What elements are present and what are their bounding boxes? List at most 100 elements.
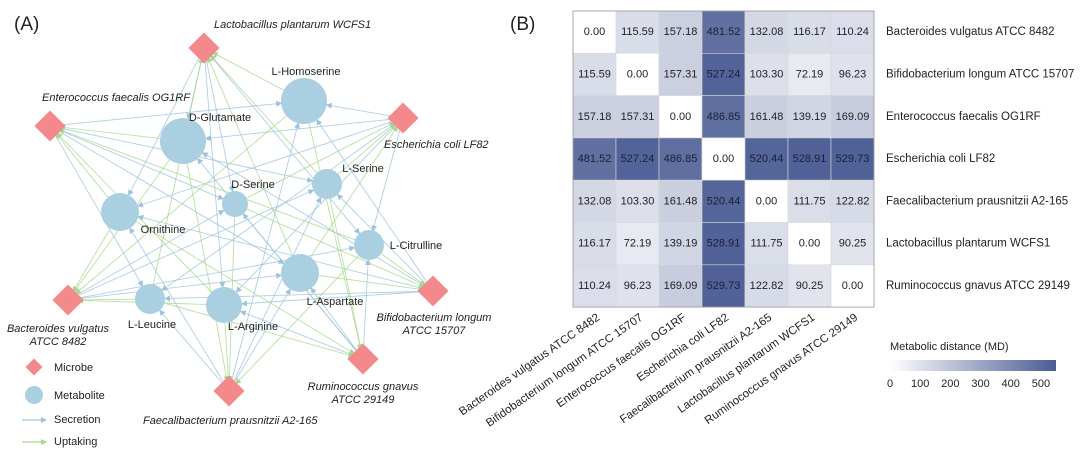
panel-a-label: (A) [14, 14, 39, 35]
row-label-enterococcus-faecalis-og1rf: Enterococcus faecalis OG1RF [886, 111, 1041, 123]
heatmap-cell [744, 137, 789, 181]
uptaking-edge [58, 124, 161, 139]
heatmap-cell [615, 222, 660, 266]
heatmap: 0.00 115.59 157.18 481.52 132.08 116.17 110.24… [572, 10, 875, 308]
secretion-edge [76, 210, 225, 296]
microbe-node-bacteroides-vulgatus-atcc-8482 [52, 284, 84, 316]
heatmap-cell-value: 528.91 [793, 153, 827, 165]
colorbar-title: Metabolic distance (MD) [890, 341, 1009, 353]
heatmap-cell-value: 72.19 [624, 238, 652, 250]
heatmap-cell-value: 103.30 [750, 68, 784, 80]
secretion-edge [137, 214, 424, 290]
secretion-edge [205, 57, 235, 193]
secretion-edge [159, 309, 223, 384]
legend-metabolite-swatch [25, 386, 43, 404]
heatmap-cell-value: 96.23 [839, 68, 867, 80]
heatmap-cell-value: 527.24 [621, 153, 655, 165]
microbe-label-lactobacillus-plantarum-wcfs1: Lactobacillus plantarum WCFS1 [214, 19, 371, 31]
microbe-label-line: ATCC 8482 [29, 336, 87, 348]
metabolite-node-l-aspartate [281, 254, 319, 292]
metabolite-node-l-serine [312, 169, 342, 199]
heatmap-cell [787, 137, 832, 181]
uptaking-edge [380, 253, 426, 286]
row-label-bifidobacterium-longum-atcc-15707: Bifidobacterium longum ATCC 15707 [886, 68, 1074, 80]
heatmap-cell-value: 157.18 [664, 26, 698, 38]
heatmap-cell [787, 52, 832, 96]
metabolite-label-d-glutamate: D-Glutamate [189, 112, 251, 124]
uptaking-edge [310, 125, 399, 258]
metabolite-label-l-arginine: L-Arginine [228, 321, 278, 333]
heatmap-cell-value: 139.19 [664, 238, 698, 250]
metabolite-node-l-citrulline [354, 230, 384, 260]
col-label-bifidobacterium-longum-atcc-15707: Bifidobacterium longum ATCC 15707 [484, 312, 645, 430]
heatmap-cell-value: 0.00 [713, 153, 734, 165]
network-nodes: L-Homoserine D-Glutamate D-Serine L-Serine O… [7, 19, 492, 427]
microbe-node-escherichia-coli-lf82 [387, 102, 419, 134]
uptaking-edge [55, 133, 109, 198]
metabolite-label-l-aspartate: L-Aspartate [307, 296, 364, 308]
heatmap-border [572, 10, 875, 308]
heatmap-cell-value: 111.75 [793, 195, 825, 207]
panel-b-label: (B) [510, 14, 535, 35]
legend-microbe-swatch [25, 358, 43, 376]
uptaking-edge [186, 163, 230, 383]
secretion-edge [77, 272, 283, 300]
heatmap-cell-value: 110.24 [578, 280, 611, 292]
heatmap-cell-value: 122.82 [836, 195, 870, 207]
secretion-edge [210, 55, 361, 235]
metabolite-node-l-homoserine [281, 78, 327, 124]
heatmap-cell [744, 10, 789, 54]
uptaking-edge [77, 296, 136, 303]
microbe-label-line: Ruminococcus gnavus [308, 381, 419, 393]
heatmap-cell [658, 95, 703, 139]
heatmap-cell-value: 115.59 [621, 26, 654, 38]
uptaking-edge [235, 255, 359, 385]
secretion-edge [59, 129, 224, 200]
metabolite-node-l-leucine [135, 284, 165, 314]
secretion-edge [325, 102, 394, 117]
heatmap-cell-value: 111.75 [750, 238, 782, 250]
microbe-label-line: Bacteroides vulgatus [7, 323, 110, 335]
secretion-edge [76, 189, 315, 297]
heatmap-cell [572, 222, 617, 266]
colorbar-ticks: 0 100 200 300 400 500 [887, 378, 1050, 390]
row-label-ruminococcus-gnavus-atcc-29149: Ruminococcus gnavus ATCC 29149 [886, 280, 1070, 292]
heatmap-cell [744, 264, 789, 308]
microbe-node-bifidobacterium-longum-atcc-15707 [417, 275, 449, 307]
metabolite-label-l-leucine: L-Leucine [128, 319, 176, 331]
heatmap-cell-value: 0.00 [627, 68, 648, 80]
heatmap-cell-value: 169.09 [664, 280, 698, 292]
secretion-edge [129, 227, 225, 383]
uptaking-edge [136, 221, 356, 355]
secretion-edge [233, 288, 291, 383]
colorbar: Metabolic distance (MD) 0 100 200 300 400 500 [887, 341, 1056, 390]
heatmap-cell [701, 222, 746, 266]
heatmap-cell-value: 520.44 [750, 153, 784, 165]
secretion-edge [363, 259, 371, 350]
heatmap-cell-value: 481.52 [578, 153, 612, 165]
heatmap-cell-value: 157.31 [621, 111, 655, 123]
microbe-label-ruminococcus-gnavus-atcc-29149: Ruminococcus gnavus ATCC 29149 [308, 381, 419, 406]
microbe-node-lactobacillus-plantarum-wcfs1 [188, 32, 220, 64]
secretion-edge [161, 123, 396, 291]
metabolite-label-l-citrulline: L-Citrulline [390, 240, 443, 252]
heatmap-cell-value: 0.00 [842, 280, 863, 292]
uptaking-edge [224, 322, 232, 382]
colorbar-tick-label: 500 [1032, 378, 1050, 390]
heatmap-cell [572, 137, 617, 181]
row-label-faecalibacterium-prausnitzii-a2-165: Faecalibacterium prausnitzii A2-165 [886, 195, 1068, 207]
heatmap-cell [658, 222, 703, 266]
heatmap-cell-value: 96.23 [624, 280, 652, 292]
microbe-label-line: Bifidobacterium longum [377, 312, 492, 324]
colorbar-tick-label: 100 [911, 378, 929, 390]
uptaking-edge [207, 56, 293, 256]
heatmap-cell-value: 90.25 [796, 280, 824, 292]
metabolite-node-d-serine [222, 191, 248, 217]
heatmap-cell-value: 481.52 [707, 26, 741, 38]
uptaking-edge [329, 198, 363, 351]
uptaking-edge [58, 128, 356, 241]
heatmap-cell-value: 528.91 [707, 238, 741, 250]
heatmap-cell-value: 110.24 [836, 26, 869, 38]
uptaking-edge [246, 208, 425, 288]
